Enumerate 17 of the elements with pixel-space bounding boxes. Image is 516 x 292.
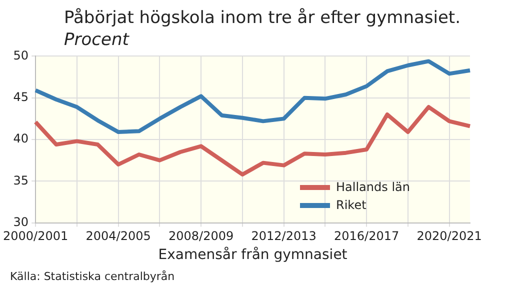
x-tick-label: 2012/2013 (251, 229, 316, 244)
x-tick-label: 2004/2005 (86, 229, 151, 244)
y-tick-label: 30 (13, 214, 29, 229)
x-tick-label: 2016/2017 (334, 229, 400, 244)
chart-title: Påbörjat högskola inom tre år efter gymnasiet. (64, 8, 460, 28)
x-tick-label: 2020/2021 (416, 229, 482, 244)
x-tick-label: 2008/2009 (168, 229, 234, 244)
y-tick-label: 50 (13, 48, 29, 62)
text: Källa: Statistiska centralbyrån (10, 270, 175, 283)
x-axis-title: Examensår från gymnasiet (158, 246, 348, 264)
y-tick-label: 45 (13, 90, 29, 104)
y-tick-label: 40 (13, 132, 29, 146)
legend-label: Riket (336, 198, 366, 212)
chart-subtitle: Procent (64, 30, 129, 50)
legend-label: Hallands län (336, 180, 410, 194)
y-tick-label: 35 (13, 173, 29, 188)
x-tick-label: 2000/2001 (3, 229, 68, 244)
